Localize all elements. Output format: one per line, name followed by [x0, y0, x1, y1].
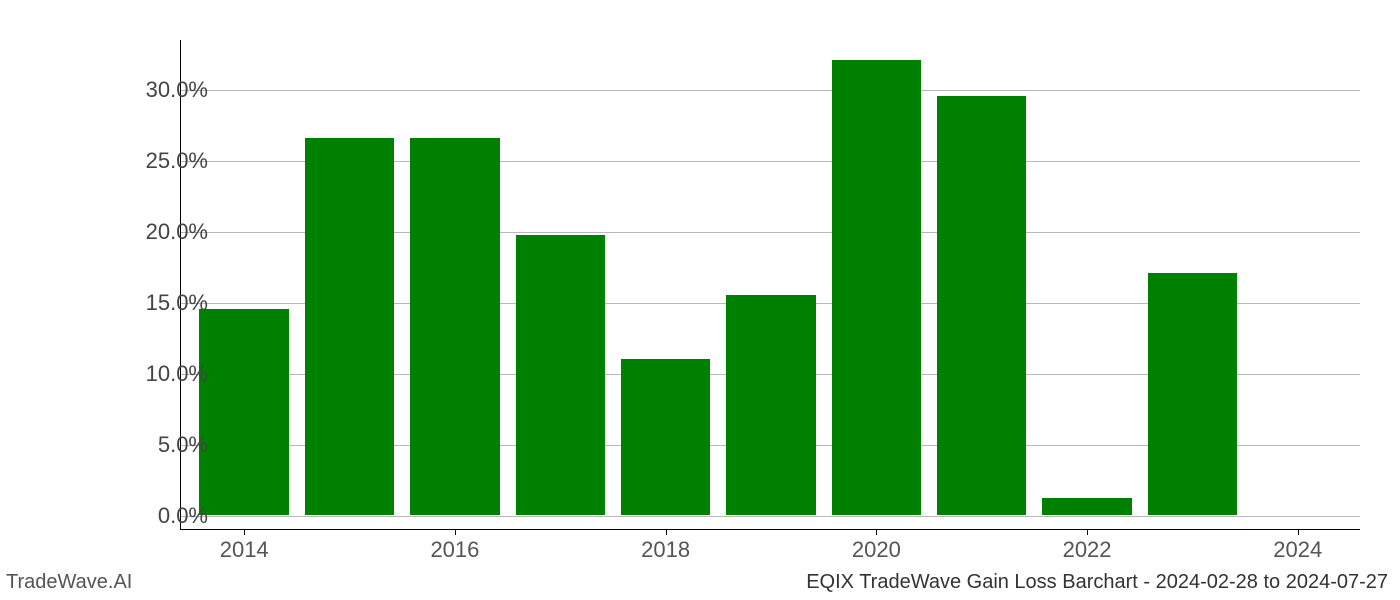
x-tick — [876, 529, 877, 535]
y-tick-label: 0.0% — [158, 503, 208, 529]
y-tick-label: 25.0% — [146, 148, 208, 174]
x-tick — [1298, 529, 1299, 535]
x-tick — [1087, 529, 1088, 535]
bar — [621, 359, 711, 515]
grid-line — [181, 90, 1360, 91]
bar — [305, 138, 395, 514]
x-tick-label: 2018 — [641, 537, 690, 563]
bar — [410, 138, 500, 514]
chart-container: 201420162018202020222024 — [180, 40, 1360, 530]
y-tick-label: 10.0% — [146, 361, 208, 387]
x-tick-label: 2020 — [852, 537, 901, 563]
grid-line — [181, 516, 1360, 517]
x-tick — [244, 529, 245, 535]
footer-right-caption: EQIX TradeWave Gain Loss Barchart - 2024… — [806, 571, 1388, 594]
y-tick-label: 30.0% — [146, 77, 208, 103]
bar — [516, 235, 606, 515]
x-tick-label: 2014 — [220, 537, 269, 563]
y-tick-label: 15.0% — [146, 290, 208, 316]
x-tick — [666, 529, 667, 535]
bar — [199, 309, 289, 515]
bar — [937, 96, 1027, 515]
bar — [1042, 498, 1132, 515]
x-tick — [455, 529, 456, 535]
x-tick-label: 2016 — [430, 537, 479, 563]
bar — [832, 60, 922, 514]
x-tick-label: 2022 — [1063, 537, 1112, 563]
plot-area: 201420162018202020222024 — [180, 40, 1360, 530]
y-tick-label: 20.0% — [146, 219, 208, 245]
footer-left-brand: TradeWave.AI — [6, 571, 132, 594]
bar — [726, 295, 816, 515]
x-tick-label: 2024 — [1273, 537, 1322, 563]
y-tick-label: 5.0% — [158, 432, 208, 458]
bar — [1148, 273, 1238, 514]
